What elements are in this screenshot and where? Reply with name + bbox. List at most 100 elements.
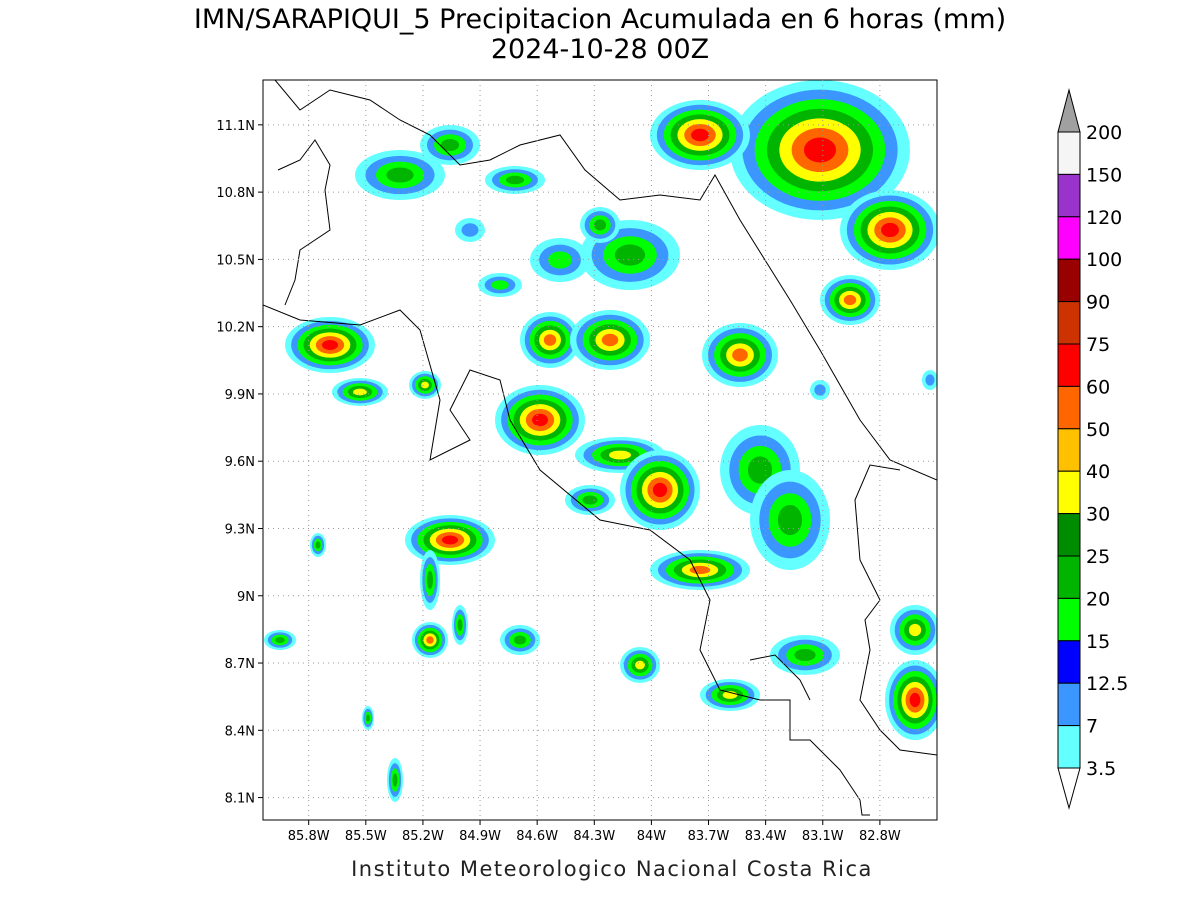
- lat-tick-label: 10.5N: [216, 253, 255, 268]
- rain-contour: [814, 384, 826, 396]
- colorbar-label: 20: [1086, 588, 1110, 610]
- rain-contour: [426, 636, 434, 644]
- colorbar-label: 75: [1086, 334, 1110, 356]
- rain-contour: [321, 340, 339, 350]
- colorbar-label: 50: [1086, 419, 1110, 441]
- rain-contour: [635, 660, 645, 670]
- rain-contour: [689, 565, 711, 575]
- precipitation-field: [264, 80, 937, 802]
- rain-contour: [543, 334, 557, 346]
- rain-contour: [548, 251, 572, 269]
- colorbar-label: 12.5: [1086, 673, 1128, 695]
- rain-contour: [925, 374, 935, 386]
- colorbar-label: 150: [1086, 164, 1122, 186]
- colorbar-box: [1057, 216, 1081, 260]
- colorbar-label: 3.5: [1086, 758, 1116, 780]
- lon-tick-label: 84.9W: [459, 829, 501, 844]
- colorbar-label: 90: [1086, 292, 1110, 314]
- rain-contour: [582, 495, 598, 505]
- lon-tick-label: 84.3W: [573, 829, 615, 844]
- lat-tick-label: 8.1N: [225, 792, 255, 807]
- colorbar-label: 15: [1086, 631, 1110, 653]
- colorbar-box: [1057, 597, 1081, 642]
- rain-contour: [608, 450, 632, 460]
- lat-tick-label: 8.7N: [225, 657, 255, 672]
- rain-contour: [441, 535, 459, 545]
- colorbar-box: [1057, 682, 1081, 727]
- rain-contour: [691, 128, 709, 142]
- rain-contour: [386, 167, 414, 183]
- colorbar-under: [1057, 767, 1081, 810]
- lon-tick-label: 83.4W: [745, 829, 787, 844]
- rain-contour: [275, 636, 285, 644]
- rain-contour: [908, 623, 922, 637]
- rain-contour: [593, 219, 607, 231]
- rain-contour: [457, 618, 463, 632]
- title-line-1: IMN/SARAPIQUI_5 Precipitacion Acumulada …: [194, 4, 1006, 35]
- rain-contour: [505, 175, 525, 185]
- rain-contour: [732, 348, 748, 362]
- lat-tick-label: 9.3N: [225, 522, 255, 537]
- rain-contour: [315, 541, 321, 549]
- rain-contour: [513, 635, 527, 645]
- colorbar-box: [1057, 343, 1081, 387]
- rain-contour: [652, 482, 668, 498]
- colorbar-over: [1057, 88, 1081, 133]
- lon-tick-label: 83.7W: [688, 829, 730, 844]
- lat-tick-label: 11.1N: [216, 119, 255, 134]
- lon-tick-label: 85.2W: [402, 829, 444, 844]
- rain-contour: [353, 388, 367, 396]
- colorbar-box: [1057, 640, 1081, 684]
- rain-contour: [777, 504, 803, 536]
- rain-contour: [747, 456, 773, 484]
- rain-contour: [614, 244, 646, 266]
- colorbar-box: [1057, 428, 1081, 472]
- lon-tick-label: 84.6W: [516, 829, 558, 844]
- lon-tick-label: 82.8W: [859, 829, 901, 844]
- lat-tick-label: 10.8N: [216, 186, 255, 201]
- lat-tick-label: 9N: [237, 590, 255, 605]
- rain-contour: [440, 138, 460, 152]
- colorbar-box: [1057, 173, 1081, 218]
- colorbar-label: 30: [1086, 504, 1110, 526]
- rain-contour: [491, 280, 509, 290]
- rain-contour: [366, 714, 370, 722]
- lon-tick-label: 85.5W: [345, 829, 387, 844]
- rain-contour: [803, 137, 837, 163]
- coastlines: [263, 80, 937, 816]
- rain-contour: [843, 294, 857, 306]
- rain-contour: [909, 692, 921, 708]
- colorbar-label: 100: [1086, 249, 1122, 271]
- rain-contour: [601, 333, 619, 347]
- colorbar-box: [1057, 513, 1081, 557]
- colorbar-label: 120: [1086, 207, 1122, 229]
- lon-tick-label: 84W: [637, 829, 667, 844]
- colorbar-label: 60: [1086, 376, 1110, 398]
- rain-contour: [461, 223, 479, 237]
- colorbar-box: [1057, 555, 1081, 599]
- footer: Instituto Meteorologico Nacional Costa R…: [351, 857, 873, 881]
- title-line-2: 2024-10-28 00Z: [491, 34, 709, 65]
- rain-contour: [392, 773, 398, 787]
- colorbar-box: [1057, 301, 1081, 345]
- colorbar-label: 40: [1086, 461, 1110, 483]
- colorbar-box: [1057, 470, 1081, 515]
- colorbar-box: [1057, 131, 1081, 175]
- lon-tick-label: 85.8W: [288, 829, 330, 844]
- colorbar-box: [1057, 385, 1081, 430]
- rain-contour: [881, 222, 899, 238]
- rain-contour: [531, 413, 549, 427]
- lon-tick-label: 83.1W: [802, 829, 844, 844]
- rain-contour: [426, 570, 434, 590]
- colorbar-label: 7: [1086, 716, 1098, 738]
- colorbar-box: [1057, 725, 1081, 769]
- lat-tick-label: 9.6N: [225, 455, 255, 470]
- map-frame: [262, 79, 938, 821]
- lat-tick-label: 8.4N: [225, 724, 255, 739]
- colorbar-label: 25: [1086, 546, 1110, 568]
- rain-contour: [421, 381, 429, 389]
- colorbar-box: [1057, 258, 1081, 303]
- rain-contour: [794, 648, 816, 662]
- lat-tick-label: 10.2N: [216, 321, 255, 336]
